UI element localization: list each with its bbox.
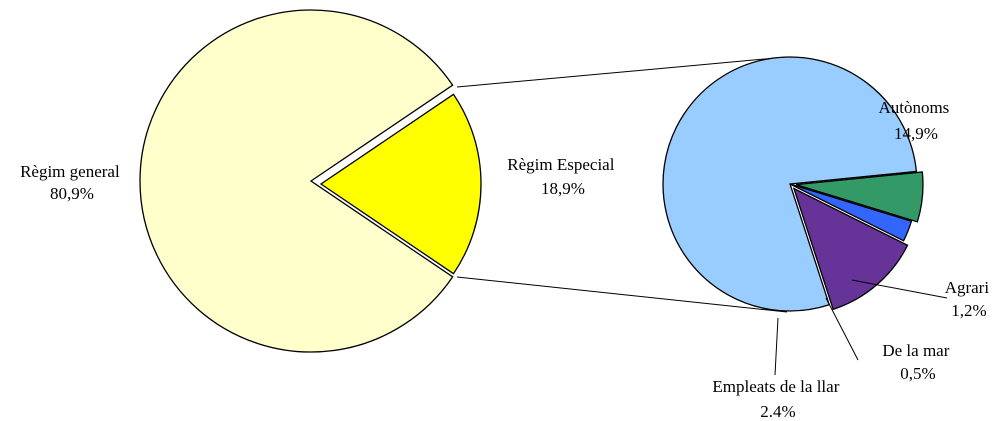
- slice-name: De la mar: [882, 341, 949, 360]
- leader-line-agrari: [851, 279, 948, 299]
- connector-line-top: [456, 56, 788, 88]
- slice-name: Empleats de la llar: [712, 377, 839, 396]
- slice-label-agrari: Agrari 1,2%: [945, 278, 994, 320]
- slice-value: 80,9%: [50, 184, 94, 203]
- slice-name: Règim general: [20, 162, 120, 181]
- slice-name: Autònoms: [878, 98, 949, 117]
- slice-name: Règim Especial: [507, 155, 614, 174]
- slice-label-regim-especial: Règim Especial 18,9%: [507, 155, 618, 198]
- slice-label-empleats-de-la-llar: Empleats de la llar 2.4%: [712, 377, 843, 421]
- leader-lines: [774, 279, 948, 376]
- connector-lines: [456, 56, 788, 313]
- pie-slice-regim-general: [139, 9, 454, 353]
- leader-line-de-la-mar: [825, 297, 859, 361]
- pie-slice-autonoms: [662, 56, 918, 312]
- main-pie: [139, 9, 482, 353]
- leader-line-empleats: [774, 317, 779, 376]
- connector-line-bottom: [456, 276, 788, 313]
- pie-slice-agrari: [795, 171, 924, 223]
- pie-slice-regim-especial: [319, 93, 482, 275]
- slice-value: 0,5%: [900, 364, 935, 383]
- slice-name: Agrari: [945, 278, 990, 297]
- slice-label-de-la-mar: De la mar 0,5%: [882, 341, 953, 383]
- slice-value: 2.4%: [760, 402, 795, 421]
- pie-slice-de-la-mar: [789, 183, 913, 242]
- slice-label-regim-general: Règim general 80,9%: [20, 162, 124, 203]
- slice-value: 1,2%: [951, 301, 986, 320]
- secondary-pie: [662, 56, 924, 312]
- slice-value: 18,9%: [541, 179, 585, 198]
- slice-label-autonoms: Autònoms 14,9%: [878, 98, 953, 143]
- slice-value: 14,9%: [894, 124, 938, 143]
